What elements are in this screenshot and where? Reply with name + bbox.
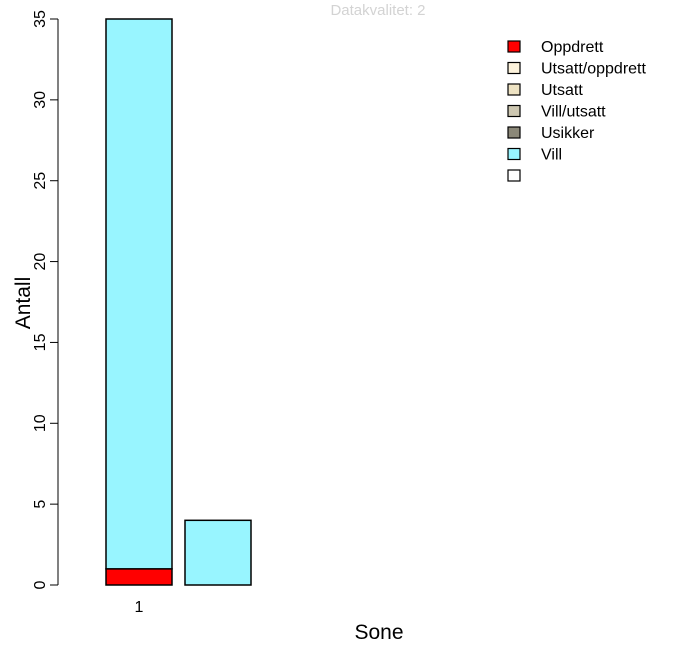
y-axis: 0 5 10 15 20 25 30 35 xyxy=(32,10,59,589)
bar-segment xyxy=(105,18,173,570)
y-tick-label: 25 xyxy=(32,172,49,190)
legend-swatch xyxy=(507,61,521,75)
y-tick-label: 0 xyxy=(32,580,49,589)
y-axis-label: Antall xyxy=(12,277,35,330)
y-tick-label: 35 xyxy=(32,10,49,28)
legend-label: Vill xyxy=(541,147,562,164)
legend-swatch xyxy=(507,126,521,139)
bar-segment xyxy=(184,519,252,586)
legend-swatch xyxy=(507,169,521,182)
y-tick-label: 30 xyxy=(32,91,49,109)
bar-segment xyxy=(105,568,173,586)
y-tick-label: 10 xyxy=(32,414,49,432)
legend-label: Utsatt xyxy=(541,82,583,99)
legend-swatch xyxy=(507,147,521,161)
y-tick-label: 20 xyxy=(32,253,49,271)
legend-label: Oppdrett xyxy=(541,39,604,56)
legend-swatch xyxy=(507,83,521,96)
legend-label: Usikker xyxy=(541,125,595,142)
legend-swatch xyxy=(507,104,521,118)
y-tick-label: 5 xyxy=(32,500,49,509)
x-axis-label: Sone xyxy=(354,621,403,644)
bars xyxy=(105,18,252,586)
legend-label: Utsatt/oppdrett xyxy=(541,61,647,78)
legend: Oppdrett Utsatt/oppdrett Utsatt Vill/utsatt… xyxy=(507,39,647,182)
x-axis-ticks: 1 xyxy=(135,599,144,616)
chart-title: Datakvalitet: 2 xyxy=(330,2,425,19)
legend-swatch xyxy=(507,40,521,53)
x-tick-label: 1 xyxy=(135,599,144,616)
legend-label: Vill/utsatt xyxy=(541,104,606,121)
y-tick-label: 15 xyxy=(32,333,49,351)
